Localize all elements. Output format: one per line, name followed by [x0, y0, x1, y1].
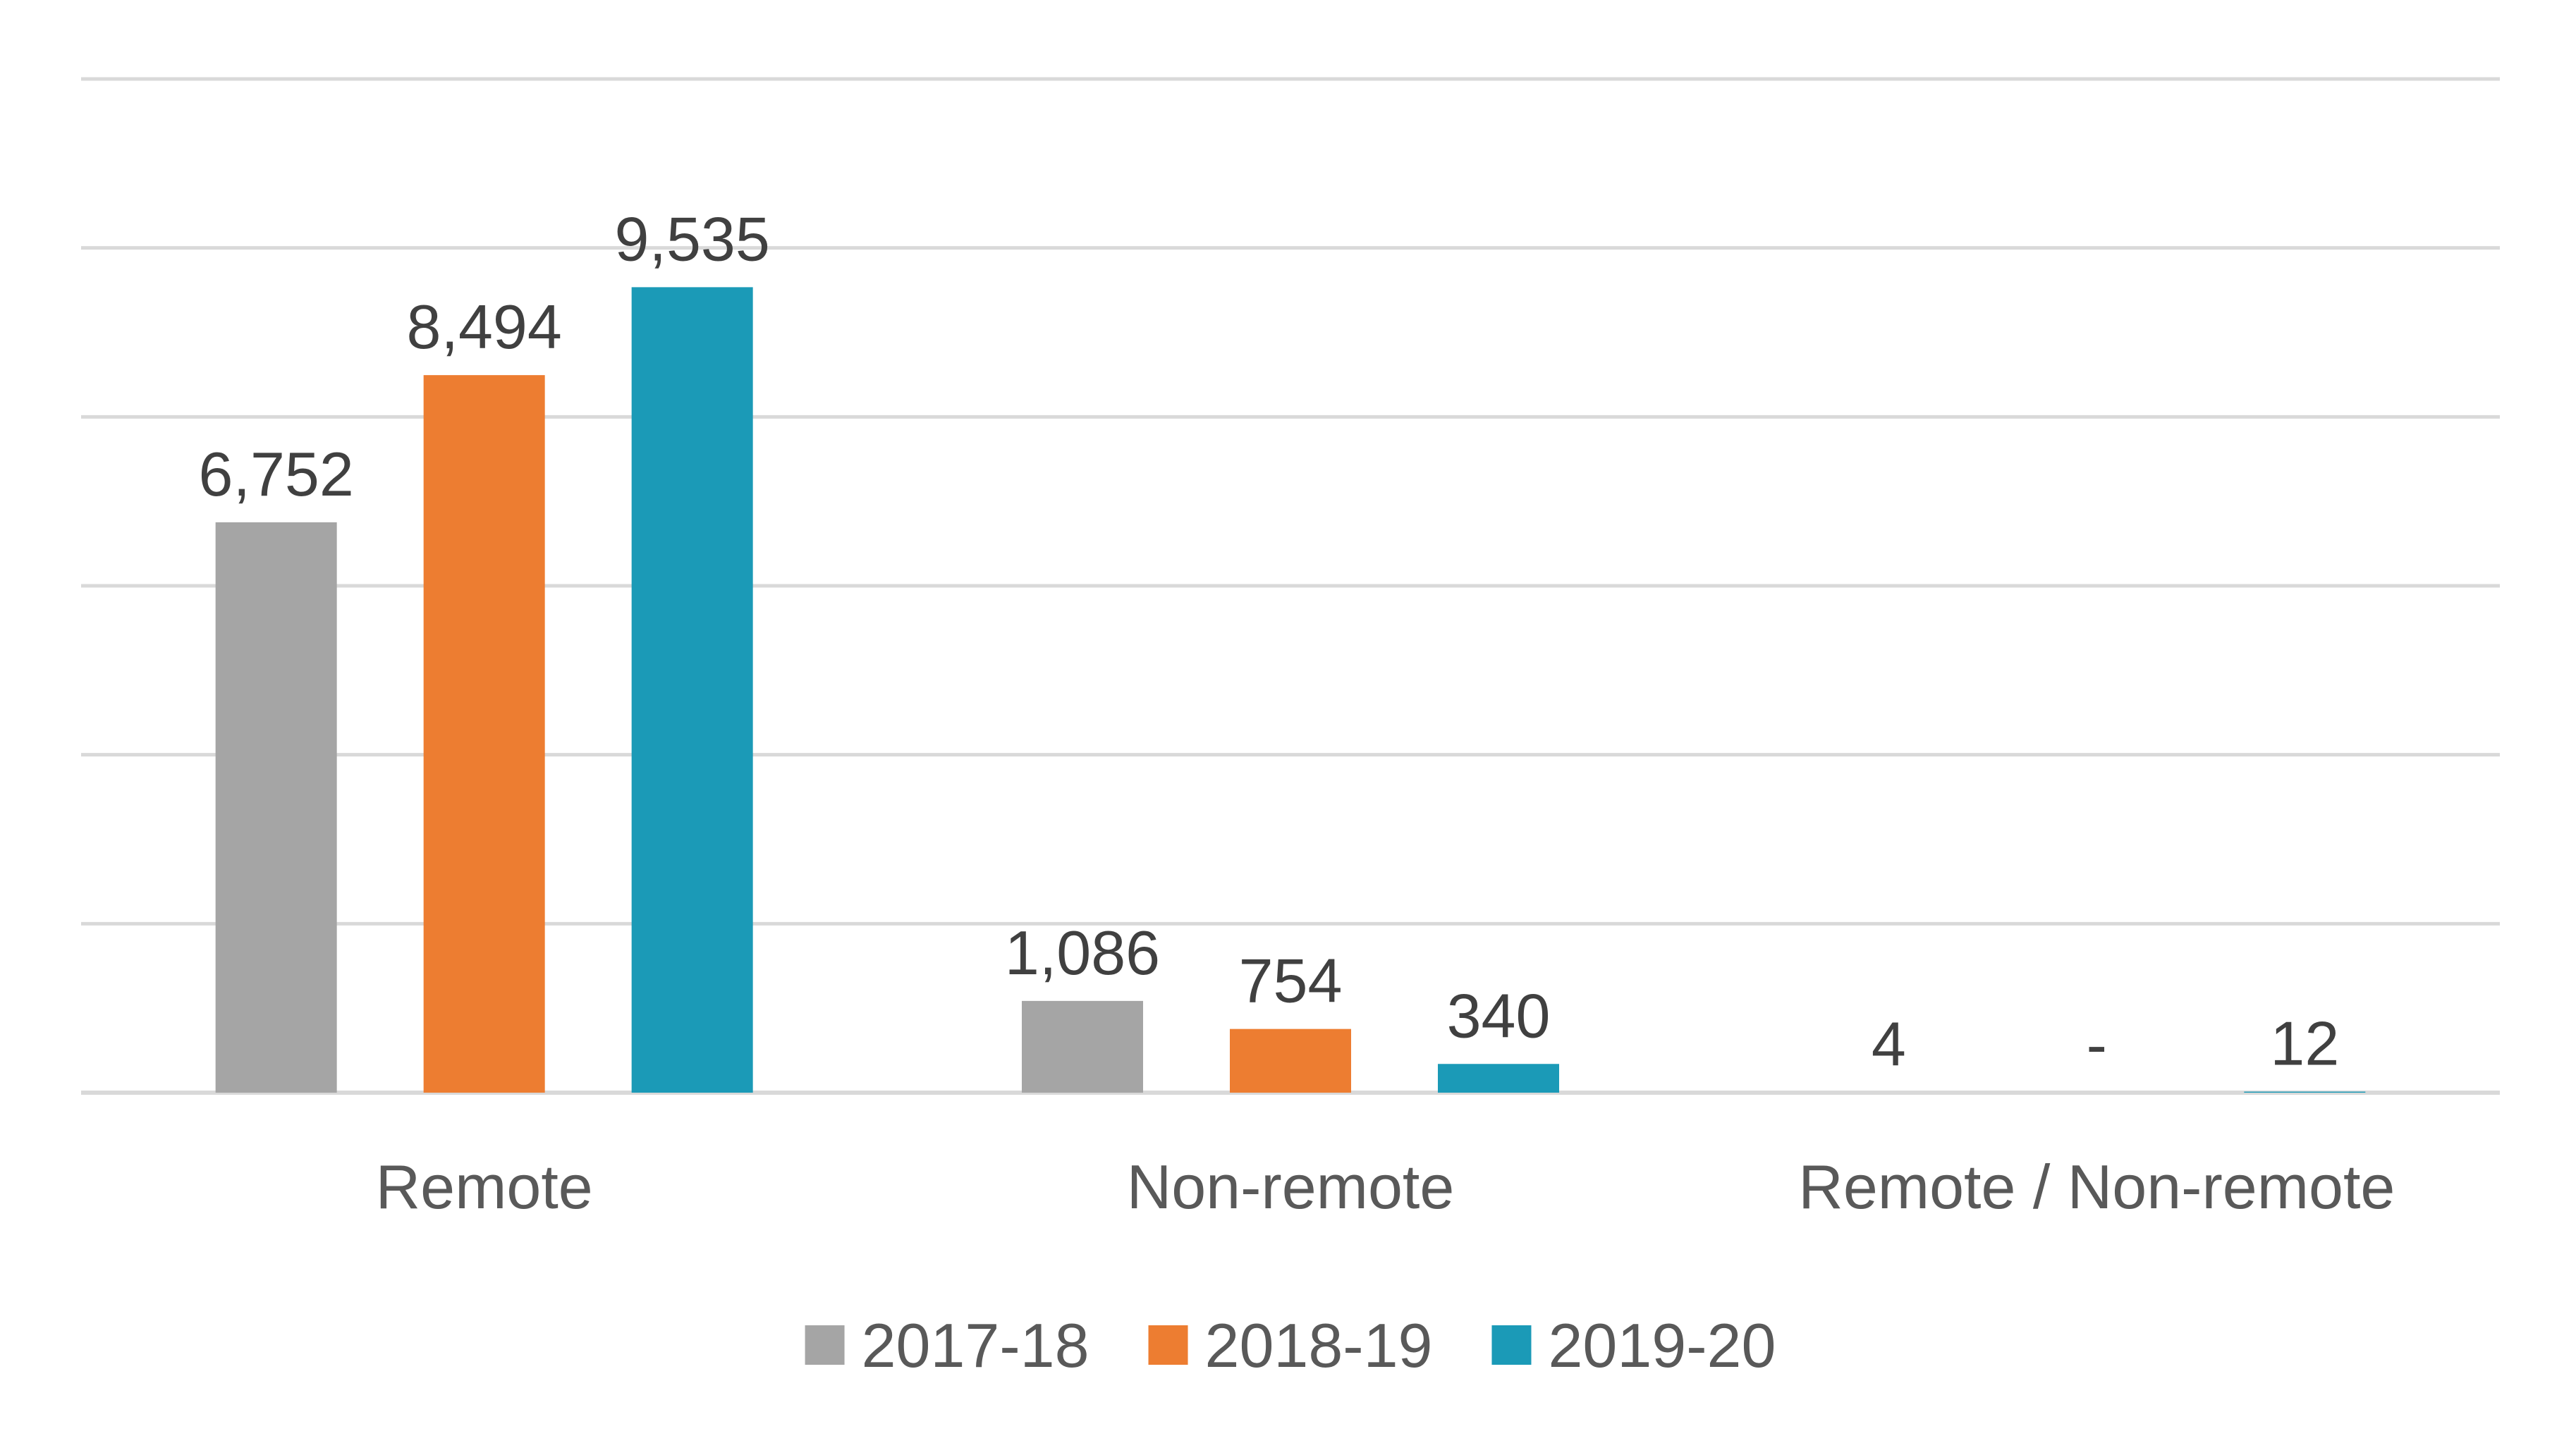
- category-label: Non-remote: [1127, 1152, 1455, 1222]
- category-label: Remote: [376, 1152, 593, 1222]
- legend-swatch: [1491, 1325, 1532, 1365]
- legend: 2017-18 2018-19 2019-20: [805, 1310, 1776, 1380]
- category-label: Remote / Non-remote: [1798, 1152, 2395, 1222]
- bar-2017-18-non-remote: [1022, 1000, 1143, 1093]
- data-label: 8,494: [407, 292, 562, 362]
- bar-2018-19-remote: [423, 375, 545, 1093]
- bars: [215, 287, 2366, 1093]
- legend-label: 2018-19: [1205, 1310, 1433, 1380]
- bar-2018-19-non-remote: [1230, 1029, 1351, 1093]
- data-labels: 6,752 8,494 9,535 1,086 754 340 4 - 12: [199, 204, 2340, 1079]
- legend-label: 2019-20: [1548, 1310, 1776, 1380]
- data-label: 340: [1447, 981, 1551, 1050]
- data-label: 12: [2270, 1009, 2339, 1079]
- data-label: 6,752: [199, 439, 354, 509]
- bar-2019-20-remote-non-remote: [2244, 1091, 2366, 1093]
- data-label: 1,086: [1005, 918, 1160, 988]
- legend-item: 2017-18: [805, 1310, 1089, 1380]
- legend-swatch: [805, 1325, 845, 1365]
- legend-label: 2017-18: [862, 1310, 1089, 1380]
- bar-2019-20-remote: [631, 287, 753, 1093]
- bar-2017-18-remote: [215, 522, 337, 1093]
- data-label: 9,535: [615, 204, 770, 274]
- category-axis: Remote Non-remote Remote / Non-remote: [376, 1152, 2395, 1222]
- legend-item: 2019-20: [1491, 1310, 1776, 1380]
- data-label: 4: [1872, 1009, 1906, 1079]
- data-label: -: [2087, 1009, 2107, 1079]
- data-label: 754: [1239, 946, 1343, 1016]
- legend-item: 2018-19: [1148, 1310, 1433, 1380]
- legend-swatch: [1148, 1325, 1188, 1365]
- bar-2019-20-non-remote: [1438, 1064, 1559, 1093]
